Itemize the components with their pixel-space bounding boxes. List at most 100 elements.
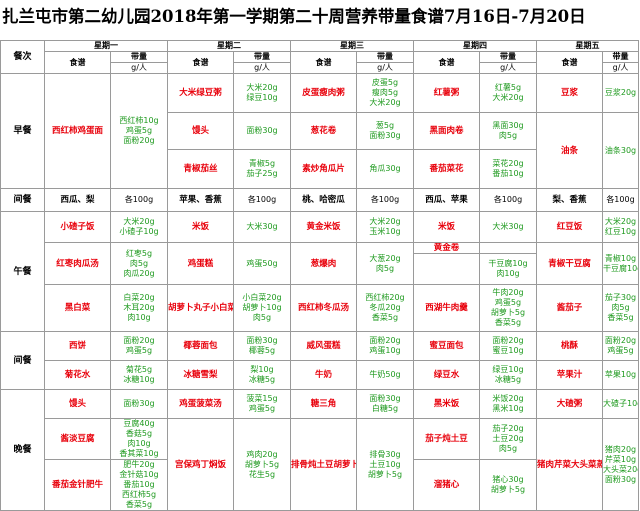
cell-line: 皮蛋5g (371, 78, 399, 87)
meal-label-dinner: 晚餐 (0, 389, 45, 511)
cell-line: 小碴子饭 (60, 222, 95, 232)
qty-cell: 面粉20g 蜜豆10g (479, 331, 537, 361)
cell-line: 冰糖10g (123, 375, 155, 384)
dish-cell: 小碴子饭 (44, 211, 111, 243)
dish-cell: 糖三角 (290, 389, 357, 419)
qty-cell: 皮蛋5g 瘦肉5g 大米20g (356, 73, 414, 113)
cell-line: 胡萝卜5g (490, 485, 526, 494)
cell-line: 面粉20g (123, 136, 155, 145)
amount-header: 带量 (110, 51, 168, 63)
qty-cell: 大米30g (233, 211, 291, 243)
cell-line: 油条30g (604, 145, 637, 155)
cell-line: 大米20g (604, 217, 637, 226)
qty-cell: 大米20g 红豆10g (602, 211, 639, 243)
cell-line: 青椒10g (604, 253, 637, 263)
qty-cell: 青椒10g 干豆腐10g (602, 242, 639, 285)
meal-label-snack2: 间餐 (0, 331, 45, 390)
cell-line: 面粉20g (604, 336, 637, 345)
dish-cell: 馒头 (44, 389, 111, 419)
dish-cell: 黄金米饭 (290, 211, 357, 243)
cell-line: 椰蓉5g (248, 346, 276, 355)
dish-cell: 黑面肉卷 (413, 112, 480, 150)
dish-cell: 绿豆水 (413, 360, 480, 390)
qty-cell: 面粉30g (110, 389, 168, 419)
meal-column-header: 餐次 (0, 40, 45, 74)
cell-line: 西湖牛肉羹 (425, 303, 468, 313)
qty-cell: 茄子30g 肉5g 香菜5g (602, 284, 639, 332)
cell-line: 苹果汁 (556, 370, 583, 380)
qty-cell: 西红柿10g 鸡蛋5g 面粉20g (110, 73, 168, 189)
cell-line: 苹果10g (604, 370, 637, 379)
dish-cell: 猪肉芹菜大头菜蒸饺 (536, 418, 603, 511)
cell-line: 大头菜20g (603, 464, 639, 474)
cell-line: 木耳20g (123, 303, 155, 312)
unit-header: g/人 (356, 62, 414, 74)
qty-cell: 豆浆20g (602, 73, 639, 113)
cell-line: 番茄10g (123, 480, 155, 489)
cell-line: 瘦肉5g (371, 88, 399, 97)
dish-cell: 西饼 (44, 331, 111, 361)
meal-label-breakfast: 早餐 (0, 73, 45, 189)
cell-line: 土豆10g (369, 459, 401, 469)
cell-line: 西饼 (68, 341, 86, 351)
cell-line: 胡萝卜10g (242, 303, 282, 312)
qty-cell: 梨10g 冰糖5g (233, 360, 291, 390)
cell-line: 黑面30g (492, 121, 524, 130)
qty-cell: 猪心30g 胡萝卜5g (479, 459, 537, 511)
qty-cell (479, 242, 537, 254)
qty-cell: 面粉20g 鸡蛋10g (356, 331, 414, 361)
cell-line: 黄金米饭 (306, 222, 341, 232)
qty-cell: 牛肉20g 鸡蛋5g 胡萝卜5g 香菜5g (479, 284, 537, 332)
cell-line: 酱淡豆腐 (60, 434, 95, 444)
cell-line: 菜花20g (492, 159, 524, 168)
dish-cell: 红薯粥 (413, 73, 480, 113)
cell-line: 肥牛20g (123, 460, 155, 470)
qty-cell: 红薯5g 大米20g (479, 73, 537, 113)
dish-cell: 椰蓉面包 (167, 331, 234, 361)
dish-cell: 鸡蛋糕 (167, 242, 234, 285)
dish-cell: 宫保鸡丁焖饭 (167, 418, 234, 511)
cell-line: 菠菜15g (246, 394, 278, 403)
qty-cell: 绿豆10g 冰糖5g (479, 360, 537, 390)
cell-line: 牛奶50g (369, 370, 401, 379)
cell-line: 红豆10g (604, 227, 637, 236)
amount-header: 带量 (479, 51, 537, 63)
cell-line: 鸡蛋5g (248, 404, 276, 413)
dish-cell: 菊花水 (44, 360, 111, 390)
cell-line: 青椒干豆腐 (548, 258, 591, 269)
cell-line: 椰蓉面包 (183, 341, 218, 351)
dish-cell: 梨、香蕉 (536, 188, 603, 212)
cell-line: 米饭 (437, 222, 455, 232)
qty-cell: 排骨30g 土豆10g 胡萝卜5g (356, 418, 414, 511)
cell-line: 黑面肉卷 (429, 126, 464, 136)
dish-cell: 排骨炖土豆胡萝卜 (290, 418, 357, 511)
cell-line: 葱5g (375, 121, 395, 130)
dish-cell: 番茄菜花 (413, 149, 480, 189)
dish-cell: 冰糖雪梨 (167, 360, 234, 390)
cell-line: 香其菜10g (119, 449, 159, 458)
dish-cell: 大米绿豆粥 (167, 73, 234, 113)
dish-cell: 西瓜、苹果 (413, 188, 480, 212)
dish-cell: 青椒茄丝 (167, 149, 234, 189)
cell-line: 桃酥 (560, 341, 578, 351)
cell-line: 鸡蛋5g (125, 126, 153, 135)
qty-cell: 牛奶50g (356, 360, 414, 390)
cell-line: 面粉30g (604, 474, 637, 484)
cell-line: 大米20g (492, 93, 524, 102)
cell-line: 蜜豆面包 (429, 341, 464, 351)
qty-cell: 葱5g 面粉30g (356, 112, 414, 150)
qty-cell: 苹果10g (602, 360, 639, 390)
qty-cell: 各100g (602, 188, 639, 212)
dish-cell: 桃、哈密瓜 (290, 188, 357, 212)
cell-line: 大葱20g (369, 253, 401, 263)
dish-cell: 桃酥 (536, 331, 603, 361)
cell-line: 青椒茄丝 (183, 164, 218, 174)
dish-cell: 溜猪心 (413, 459, 480, 511)
menu-table: 餐次 星期一 星期二 星期三 星期四 星期五 食谱 带量 食谱 带量 食谱 带量 食谱 带量 食谱 带量 g/人… (0, 40, 639, 511)
page-title: 扎兰屯市第二幼儿园2018年第一学期第二十周营养带量食谱7月16日-7月20日 (2, 7, 586, 26)
qty-cell: 面粉30g 白糖5g (356, 389, 414, 419)
dish-cell: 红豆饭 (536, 211, 603, 243)
recipe-header: 食谱 (167, 51, 234, 74)
cell-line: 鸡蛋5g (125, 346, 153, 355)
qty-cell: 豆腐40g 香菇5g 肉10g 香其菜10g (110, 418, 168, 460)
